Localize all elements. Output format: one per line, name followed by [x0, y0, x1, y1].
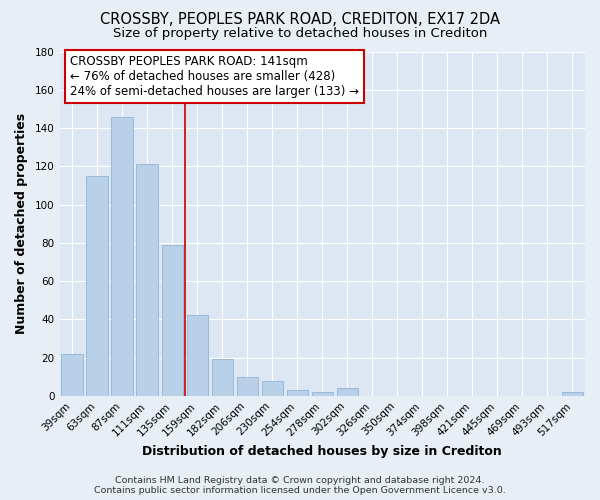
Bar [187, 316, 208, 396]
Text: CROSSBY PEOPLES PARK ROAD: 141sqm
← 76% of detached houses are smaller (428)
24%: CROSSBY PEOPLES PARK ROAD: 141sqm ← 76% … [70, 55, 359, 98]
Text: Contains HM Land Registry data © Crown copyright and database right 2024.
Contai: Contains HM Land Registry data © Crown c… [94, 476, 506, 495]
Bar [161, 244, 183, 396]
Bar [311, 392, 333, 396]
Bar [236, 376, 258, 396]
Bar [86, 176, 108, 396]
Bar [136, 164, 158, 396]
X-axis label: Distribution of detached houses by size in Crediton: Distribution of detached houses by size … [142, 444, 502, 458]
Bar [337, 388, 358, 396]
Bar [262, 380, 283, 396]
Bar [112, 116, 133, 396]
Bar [61, 354, 83, 396]
Bar [562, 392, 583, 396]
Bar [287, 390, 308, 396]
Text: CROSSBY, PEOPLES PARK ROAD, CREDITON, EX17 2DA: CROSSBY, PEOPLES PARK ROAD, CREDITON, EX… [100, 12, 500, 28]
Y-axis label: Number of detached properties: Number of detached properties [15, 113, 28, 334]
Bar [212, 360, 233, 396]
Text: Size of property relative to detached houses in Crediton: Size of property relative to detached ho… [113, 28, 487, 40]
